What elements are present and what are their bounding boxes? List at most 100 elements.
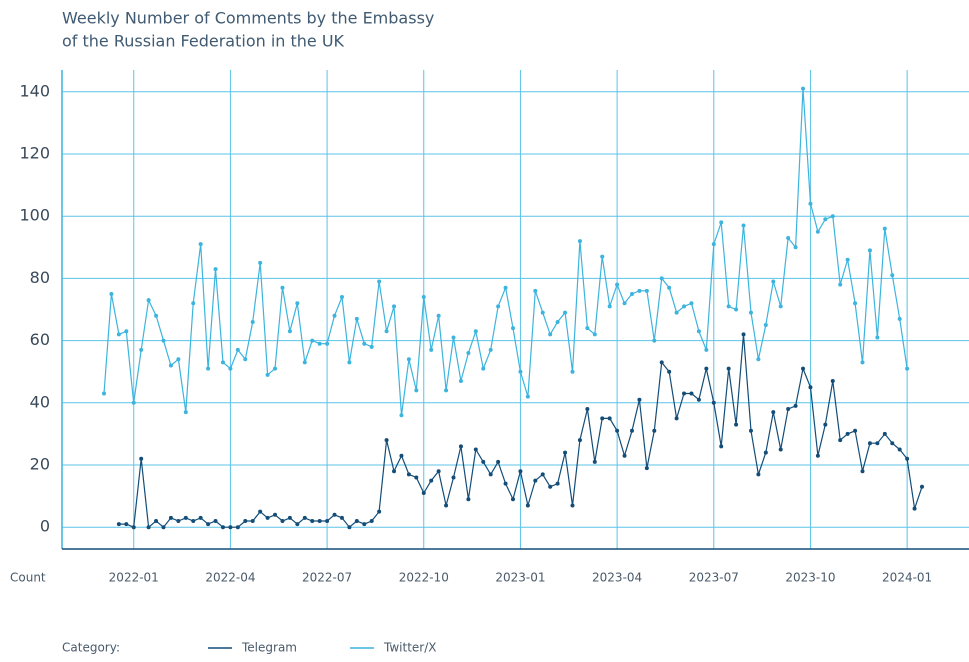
data-point <box>533 478 538 483</box>
data-point <box>897 316 902 321</box>
data-point <box>183 410 188 415</box>
data-point <box>154 519 159 524</box>
data-point <box>555 319 560 324</box>
data-point <box>243 357 248 362</box>
data-point <box>860 360 865 365</box>
data-point <box>867 441 872 446</box>
data-point <box>325 519 330 524</box>
data-point <box>287 329 292 334</box>
data-point <box>377 279 382 284</box>
data-point <box>235 525 240 530</box>
data-point <box>496 304 501 309</box>
data-point <box>771 410 776 415</box>
data-point <box>436 313 441 318</box>
data-point <box>511 326 515 331</box>
data-point <box>629 428 634 433</box>
data-point <box>116 332 121 337</box>
data-point <box>176 357 181 362</box>
data-point <box>466 497 471 502</box>
data-point <box>756 357 761 362</box>
data-point <box>191 519 196 524</box>
data-point <box>548 332 553 337</box>
data-point <box>629 291 634 296</box>
data-point <box>139 456 144 461</box>
data-point <box>384 438 389 443</box>
data-point <box>131 525 136 530</box>
data-point <box>823 422 828 427</box>
data-point <box>220 525 225 530</box>
data-point <box>659 360 664 365</box>
data-point <box>912 506 917 511</box>
data-point <box>890 273 895 278</box>
data-point <box>206 366 211 371</box>
data-point <box>882 431 887 436</box>
data-point <box>600 416 605 421</box>
data-point <box>146 525 151 530</box>
data-point <box>748 428 753 433</box>
data-point <box>473 329 478 334</box>
data-point <box>890 441 895 446</box>
data-point <box>444 503 449 508</box>
data-point <box>741 223 746 228</box>
data-point <box>414 388 419 393</box>
data-point <box>317 519 322 524</box>
chart-title: Weekly Number of Comments by the Embassy <box>62 9 434 28</box>
data-point <box>682 304 687 309</box>
data-point <box>213 267 218 272</box>
data-point <box>830 379 835 384</box>
data-point <box>867 248 872 253</box>
data-point <box>243 519 248 524</box>
data-point <box>525 503 530 508</box>
data-point <box>503 285 508 290</box>
data-point <box>198 242 203 247</box>
data-point <box>102 391 106 396</box>
data-point <box>384 329 389 334</box>
data-point <box>853 428 858 433</box>
data-point <box>124 329 129 334</box>
data-point <box>191 301 196 306</box>
data-point <box>652 338 657 343</box>
data-point <box>860 469 865 474</box>
data-point <box>592 332 597 337</box>
data-point <box>273 512 278 517</box>
data-point <box>830 214 835 219</box>
y-tick-label: 100 <box>19 206 50 225</box>
data-point <box>436 469 441 474</box>
data-point <box>748 310 753 315</box>
data-point <box>406 357 411 362</box>
data-point <box>280 519 285 524</box>
data-point <box>228 525 233 530</box>
data-point <box>563 450 568 455</box>
data-point <box>555 481 560 486</box>
data-point <box>644 466 649 471</box>
y-tick-label: 0 <box>40 517 50 536</box>
data-point <box>139 347 144 352</box>
data-point <box>711 242 716 247</box>
data-point <box>540 310 545 315</box>
data-point <box>503 481 508 486</box>
data-point <box>905 366 910 371</box>
data-point <box>741 332 746 337</box>
data-point <box>875 441 880 446</box>
data-point <box>302 515 307 520</box>
data-point <box>778 447 783 452</box>
data-point <box>458 444 463 449</box>
data-point <box>280 285 285 290</box>
data-point <box>220 360 225 365</box>
data-point <box>704 366 709 371</box>
data-point <box>518 469 523 474</box>
data-point <box>488 472 493 477</box>
data-point <box>295 301 300 306</box>
data-point <box>466 351 471 356</box>
data-point <box>667 285 672 290</box>
data-point <box>332 313 337 318</box>
data-point <box>362 522 367 527</box>
data-point <box>161 525 166 530</box>
data-point <box>615 428 620 433</box>
data-point <box>414 475 419 480</box>
data-point <box>696 397 701 402</box>
data-point <box>176 519 181 524</box>
data-point <box>265 372 270 377</box>
data-point <box>815 453 820 458</box>
data-point <box>808 201 813 206</box>
